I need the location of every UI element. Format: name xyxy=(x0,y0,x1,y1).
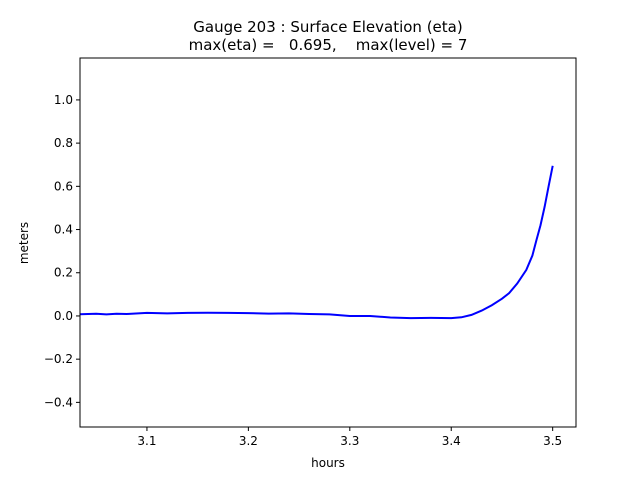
chart-title: Gauge 203 : Surface Elevation (eta) xyxy=(193,18,462,36)
y-tick-label: 0.2 xyxy=(54,266,73,280)
y-tick-label: 0.0 xyxy=(54,309,73,323)
x-tick-label: 3.3 xyxy=(340,434,359,448)
y-tick-label: 0.4 xyxy=(54,223,73,237)
y-tick-label: −0.2 xyxy=(44,352,73,366)
chart-subtitle: max(eta) = 0.695, max(level) = 7 xyxy=(189,36,468,54)
series-line-eta xyxy=(79,165,554,320)
plot-area-frame xyxy=(79,57,577,428)
x-tick-label: 3.2 xyxy=(239,434,258,448)
x-tick-label: 3.5 xyxy=(543,434,562,448)
x-tick-label: 3.4 xyxy=(442,434,461,448)
x-axis-label: hours xyxy=(311,456,345,470)
y-tick-label: 0.6 xyxy=(54,179,73,193)
y-tick-label: 0.8 xyxy=(54,136,73,150)
x-tick-label: 3.1 xyxy=(137,434,156,448)
y-tick-label: −0.4 xyxy=(44,395,73,409)
y-axis-label: meters xyxy=(17,222,31,264)
y-tick-label: 1.0 xyxy=(54,93,73,107)
